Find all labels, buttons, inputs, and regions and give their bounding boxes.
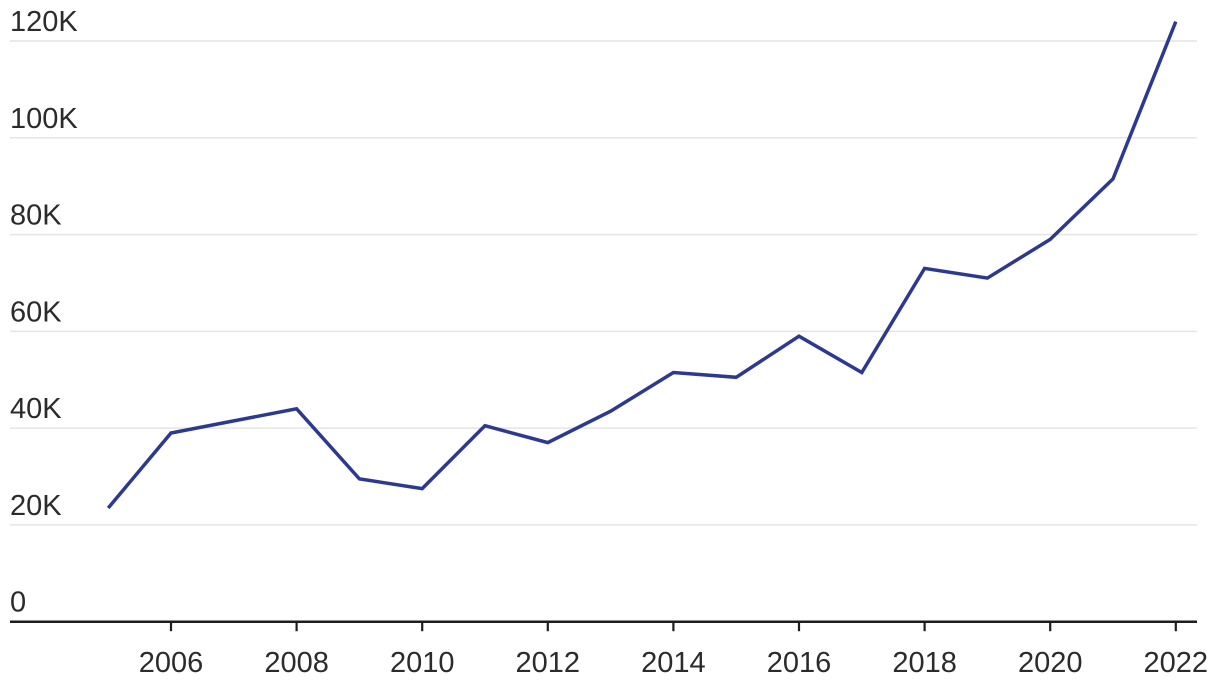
y-axis-label: 60K [10, 296, 62, 328]
y-axis-label: 40K [10, 393, 62, 425]
x-axis-label: 2014 [641, 647, 706, 679]
x-axis-label: 2018 [892, 647, 957, 679]
x-axis-label: 2008 [264, 647, 329, 679]
x-axis-label: 2012 [516, 647, 581, 679]
y-axis-label: 0 [10, 587, 26, 619]
x-axis-label: 2022 [1144, 647, 1209, 679]
x-axis-label: 2010 [390, 647, 455, 679]
x-axis-label: 2006 [139, 647, 204, 679]
x-axis-label: 2016 [767, 647, 832, 679]
y-axis-label: 80K [10, 200, 62, 232]
y-axis-label: 20K [10, 490, 62, 522]
y-axis-label: 120K [10, 6, 78, 38]
y-axis-label: 100K [10, 103, 78, 135]
data-line-series [106, 20, 1178, 510]
x-axis-label: 2020 [1018, 647, 1083, 679]
